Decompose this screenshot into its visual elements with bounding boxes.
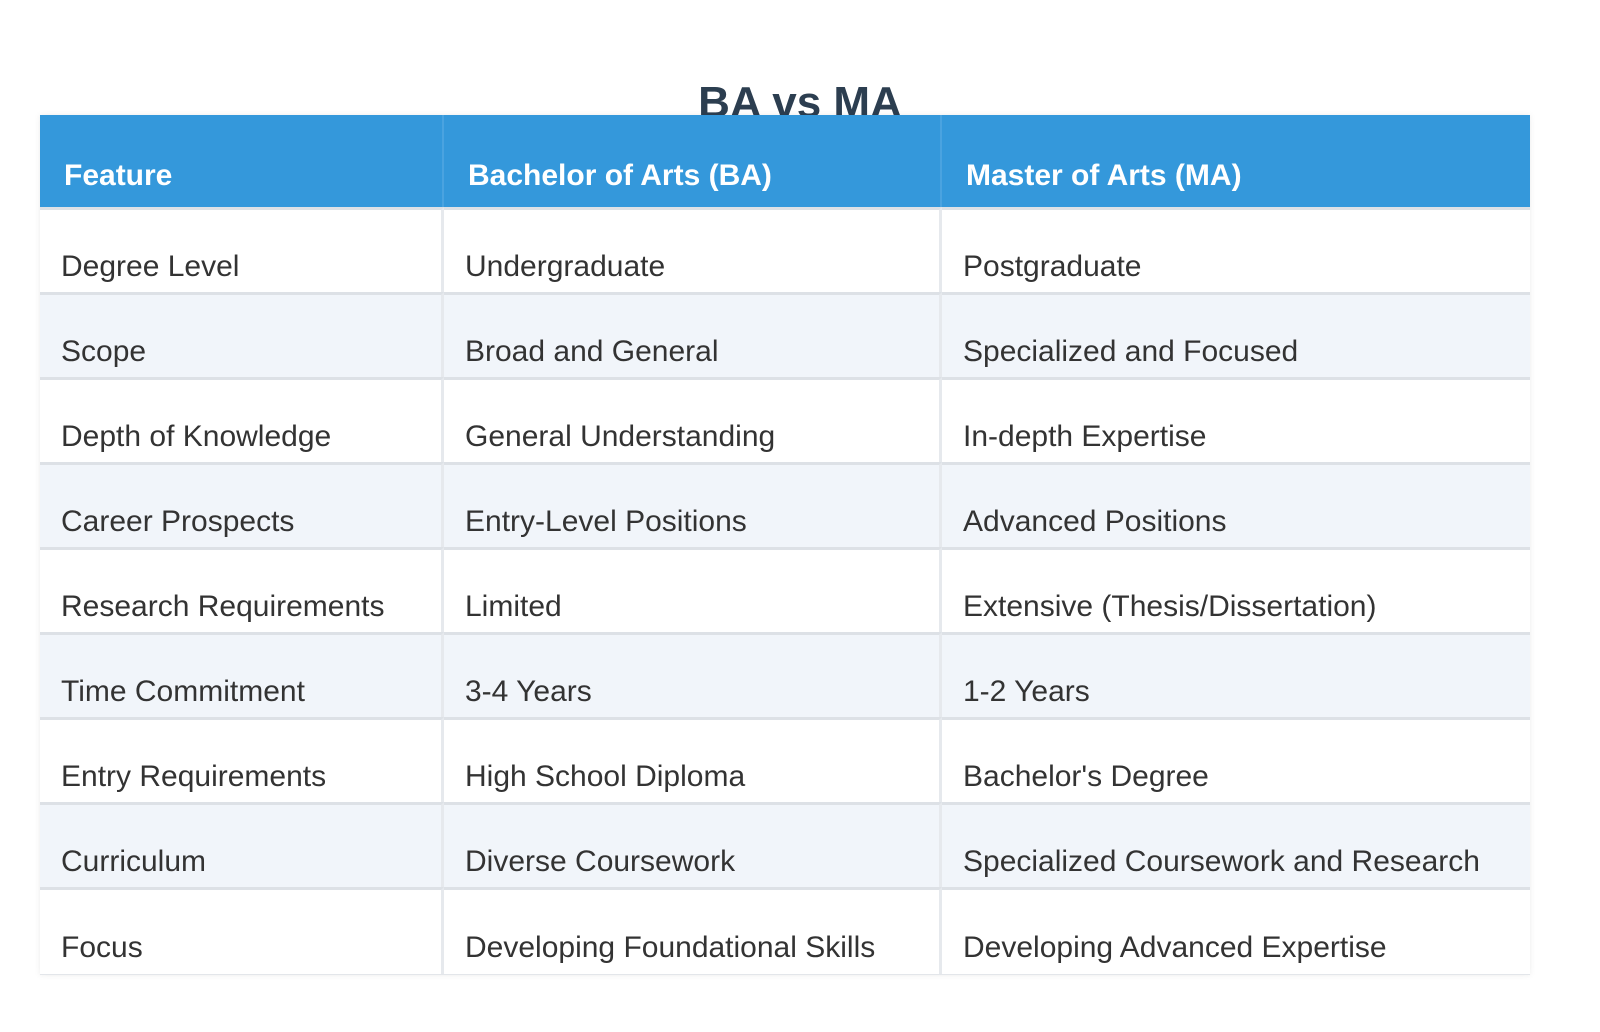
cell-ma: Extensive (Thesis/Dissertation) (942, 547, 1530, 632)
comparison-table-container: Feature Bachelor of Arts (BA) Master of … (40, 115, 1530, 975)
header-ba: Bachelor of Arts (BA) (444, 115, 942, 207)
cell-feature: Entry Requirements (40, 717, 444, 802)
table-row: Career Prospects Entry-Level Positions A… (40, 462, 1530, 547)
cell-ba: High School Diploma (444, 717, 942, 802)
cell-feature: Research Requirements (40, 547, 444, 632)
cell-ma: Specialized Coursework and Research (942, 802, 1530, 887)
table-body: Degree Level Undergraduate Postgraduate … (40, 207, 1530, 974)
cell-ba: Limited (444, 547, 942, 632)
cell-ma: 1-2 Years (942, 632, 1530, 717)
cell-feature: Focus (40, 887, 444, 974)
cell-ba: Broad and General (444, 292, 942, 377)
header-row: Feature Bachelor of Arts (BA) Master of … (40, 115, 1530, 207)
table-row: Entry Requirements High School Diploma B… (40, 717, 1530, 802)
table-row: Focus Developing Foundational Skills Dev… (40, 887, 1530, 974)
cell-feature: Time Commitment (40, 632, 444, 717)
cell-ba: Undergraduate (444, 207, 942, 292)
cell-ma: Bachelor's Degree (942, 717, 1530, 802)
table-row: Curriculum Diverse Coursework Specialize… (40, 802, 1530, 887)
cell-ma: In-depth Expertise (942, 377, 1530, 462)
cell-ba: General Understanding (444, 377, 942, 462)
table-row: Scope Broad and General Specialized and … (40, 292, 1530, 377)
header-ma: Master of Arts (MA) (942, 115, 1530, 207)
cell-ba: Developing Foundational Skills (444, 887, 942, 974)
header-feature: Feature (40, 115, 444, 207)
cell-ba: Entry-Level Positions (444, 462, 942, 547)
cell-ma: Developing Advanced Expertise (942, 887, 1530, 974)
cell-feature: Career Prospects (40, 462, 444, 547)
cell-feature: Depth of Knowledge (40, 377, 444, 462)
table-row: Research Requirements Limited Extensive … (40, 547, 1530, 632)
cell-ba: Diverse Coursework (444, 802, 942, 887)
comparison-table: Feature Bachelor of Arts (BA) Master of … (40, 115, 1530, 974)
table-row: Time Commitment 3-4 Years 1-2 Years (40, 632, 1530, 717)
cell-ba: 3-4 Years (444, 632, 942, 717)
cell-ma: Specialized and Focused (942, 292, 1530, 377)
cell-feature: Curriculum (40, 802, 444, 887)
table-row: Depth of Knowledge General Understanding… (40, 377, 1530, 462)
cell-ma: Advanced Positions (942, 462, 1530, 547)
table-row: Degree Level Undergraduate Postgraduate (40, 207, 1530, 292)
cell-ma: Postgraduate (942, 207, 1530, 292)
cell-feature: Degree Level (40, 207, 444, 292)
cell-feature: Scope (40, 292, 444, 377)
table-header: Feature Bachelor of Arts (BA) Master of … (40, 115, 1530, 207)
